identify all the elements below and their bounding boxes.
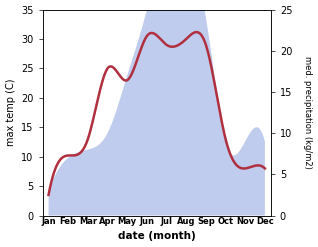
X-axis label: date (month): date (month) [118,231,196,242]
Y-axis label: max temp (C): max temp (C) [5,79,16,146]
Y-axis label: med. precipitation (kg/m2): med. precipitation (kg/m2) [303,56,313,169]
